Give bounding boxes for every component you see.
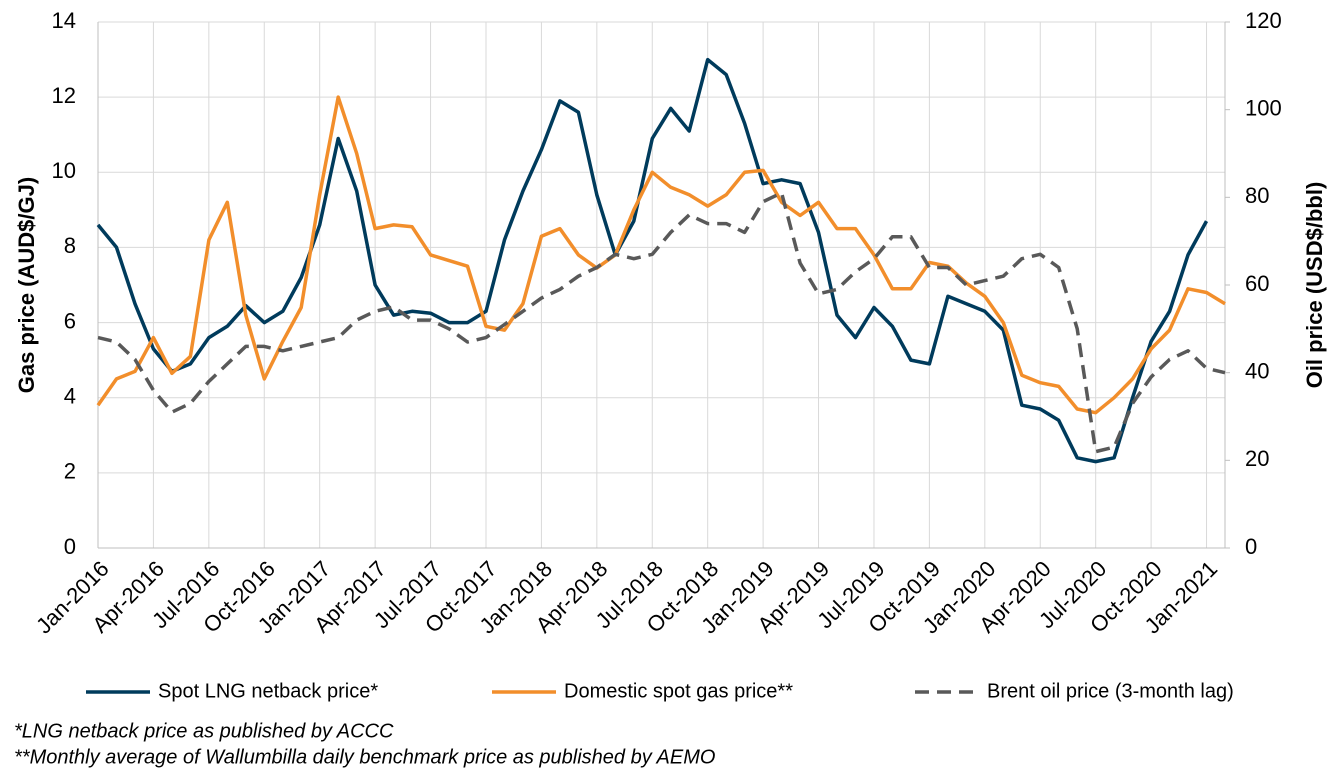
y2-tick-label: 80	[1245, 183, 1269, 208]
y-tick-label: 8	[64, 233, 76, 258]
y2-axis-title: Oil price (USD$/bbl)	[1302, 182, 1327, 389]
y-tick-label: 0	[64, 534, 76, 559]
series-line	[96, 95, 1226, 415]
footnote: **Monthly average of Wallumbilla daily b…	[14, 746, 715, 768]
y2-tick-label: 20	[1245, 446, 1269, 471]
y-tick-label: 2	[64, 459, 76, 484]
y2-tick-label: 60	[1245, 271, 1269, 296]
y-tick-label: 4	[64, 384, 76, 409]
footnote: *LNG netback price as published by ACCC	[14, 720, 394, 742]
series-line	[96, 57, 1209, 464]
y-tick-label: 14	[52, 8, 76, 33]
y-axis-title: Gas price (AUD$/GJ)	[14, 177, 39, 393]
legend-label: Spot LNG netback price*	[158, 680, 378, 702]
y2-tick-label: 0	[1245, 534, 1257, 559]
legend-label: Brent oil price (3-month lag)	[987, 680, 1234, 702]
y2-tick-label: 40	[1245, 358, 1269, 383]
y-tick-label: 6	[64, 308, 76, 333]
series-line	[97, 191, 1226, 454]
legend-label: Domestic spot gas price**	[564, 680, 793, 702]
y2-tick-label: 100	[1245, 95, 1282, 120]
y2-tick-label: 120	[1245, 8, 1282, 33]
y-tick-label: 10	[52, 158, 76, 183]
y-tick-label: 12	[52, 83, 76, 108]
